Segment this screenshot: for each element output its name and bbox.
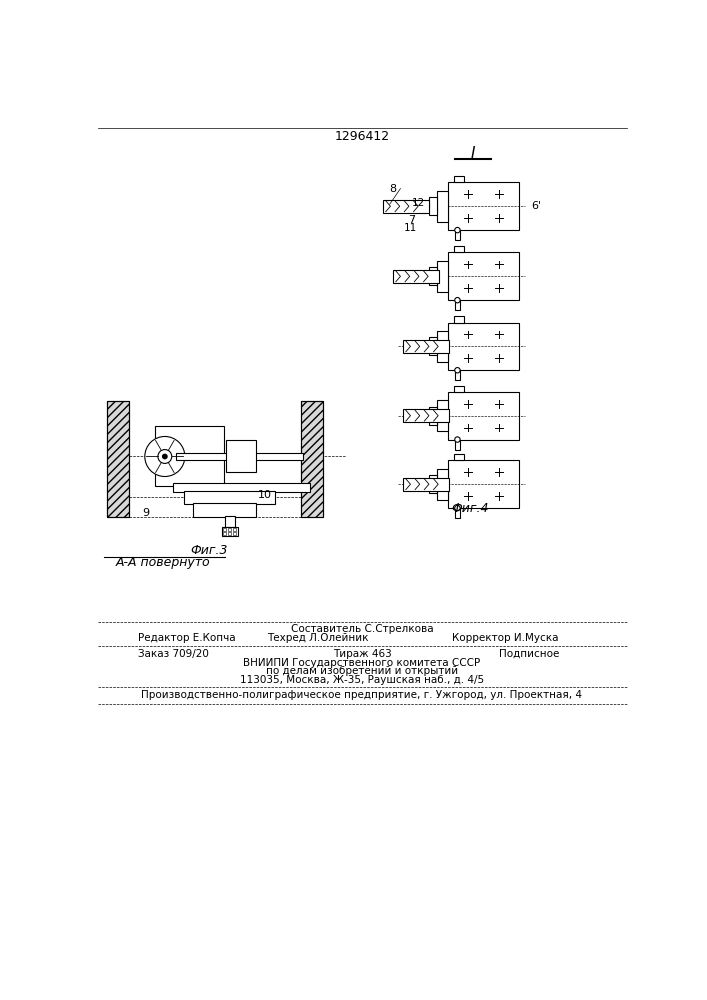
Bar — [429, 475, 437, 493]
Text: 8: 8 — [389, 184, 397, 194]
Bar — [429, 197, 437, 215]
Circle shape — [455, 368, 460, 373]
Text: 113035, Москва, Ж-35, Раушская наб., д. 4/5: 113035, Москва, Ж-35, Раушская наб., д. … — [240, 675, 484, 685]
Text: Редактор Е.Копча: Редактор Е.Копча — [138, 633, 235, 643]
Bar — [429, 407, 437, 425]
Bar — [225, 516, 235, 527]
Bar — [176, 453, 303, 460]
Text: 6': 6' — [531, 201, 541, 211]
Bar — [301, 401, 322, 517]
Bar — [393, 270, 439, 283]
Bar — [382, 200, 429, 213]
Bar — [107, 401, 129, 517]
Bar — [107, 401, 129, 517]
Text: ВНИИПИ Государственного комитета СССР: ВНИИПИ Государственного комитета СССР — [243, 658, 481, 668]
Bar — [233, 528, 235, 531]
Circle shape — [455, 297, 460, 303]
Text: 11: 11 — [404, 223, 417, 233]
Circle shape — [158, 450, 172, 463]
Bar — [223, 532, 226, 535]
Bar — [454, 176, 464, 182]
Bar — [233, 532, 235, 535]
Text: 10: 10 — [258, 490, 272, 500]
Bar — [437, 400, 448, 431]
Bar — [403, 340, 449, 353]
Bar — [184, 491, 275, 504]
Text: 12: 12 — [412, 198, 426, 208]
Bar — [455, 300, 460, 310]
Text: Тираж 463: Тираж 463 — [332, 649, 392, 659]
Bar — [403, 478, 449, 491]
Bar — [455, 440, 460, 450]
Bar — [454, 246, 464, 252]
Text: Составитель С.Стрелкова: Составитель С.Стрелкова — [291, 624, 433, 634]
Text: 9: 9 — [142, 508, 149, 518]
Bar — [228, 532, 231, 535]
Circle shape — [163, 454, 167, 459]
Bar — [228, 528, 231, 531]
Text: A-A повернуто: A-A повернуто — [116, 556, 211, 569]
Bar — [437, 469, 448, 500]
Text: Фиг.3: Фиг.3 — [191, 544, 228, 557]
Text: 7: 7 — [408, 215, 415, 225]
Bar — [448, 182, 519, 230]
Bar — [448, 252, 519, 300]
Bar — [454, 386, 464, 392]
Bar — [448, 460, 519, 508]
Bar — [455, 230, 460, 240]
Text: Фиг.4: Фиг.4 — [452, 502, 489, 515]
Bar — [437, 331, 448, 362]
Bar — [454, 316, 464, 323]
Text: I: I — [471, 146, 475, 161]
Bar — [226, 440, 256, 472]
Circle shape — [145, 436, 185, 477]
Text: по делам изобретений и открытий: по делам изобретений и открытий — [266, 666, 458, 676]
Bar — [455, 370, 460, 380]
Bar — [222, 527, 238, 536]
Text: 1296412: 1296412 — [334, 130, 390, 143]
Bar — [448, 392, 519, 440]
Text: Корректор И.Муска: Корректор И.Муска — [452, 633, 559, 643]
Bar — [429, 337, 437, 355]
Circle shape — [455, 505, 460, 511]
Text: Производственно-полиграфическое предприятие, г. Ужгород, ул. Проектная, 4: Производственно-полиграфическое предприя… — [141, 690, 583, 700]
Circle shape — [455, 227, 460, 233]
Bar — [193, 503, 257, 517]
Text: Заказ 709/20: Заказ 709/20 — [138, 649, 209, 659]
Bar — [223, 528, 226, 531]
Bar — [155, 426, 224, 486]
Bar — [455, 508, 460, 518]
Bar — [301, 401, 322, 517]
Bar — [173, 483, 310, 492]
Text: Подписное: Подписное — [499, 649, 559, 659]
Bar — [437, 191, 448, 222]
Bar — [403, 409, 449, 422]
Text: Техред Л.Олейник: Техред Л.Олейник — [267, 633, 369, 643]
Bar — [429, 267, 437, 285]
Bar — [448, 323, 519, 370]
Bar — [437, 261, 448, 292]
Circle shape — [455, 437, 460, 442]
Bar — [454, 454, 464, 460]
